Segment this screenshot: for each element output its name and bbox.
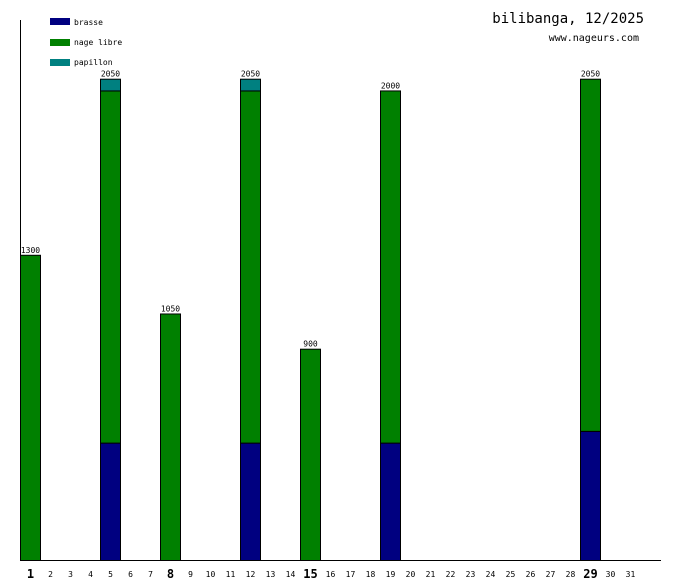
bar-segment-brasse-day-5 [100,442,121,562]
legend-item-brasse: brasse [50,18,103,27]
x-tick-label-day-13: 13 [266,570,276,579]
x-tick-label-day-24: 24 [486,570,496,579]
bar-segment-brasse-day-29 [580,430,601,561]
value-label-day-12: 2050 [241,70,260,79]
value-label-day-5: 2050 [101,70,120,79]
site-url: www.nageurs.com [549,33,639,44]
x-tick-label-day-26: 26 [526,570,536,579]
x-tick-label-day-11: 11 [226,570,236,579]
x-tick-label-day-19: 19 [386,570,396,579]
x-tick-labels-group: 1 2 3 4 5 6 7 8 9 10 11 12 13 14 15 16 17 18 19 20 21 22 23 24 2… [27,567,636,580]
x-tick-label-day-16: 16 [326,570,336,579]
x-tick-label-day-8: 8 [167,567,174,580]
bars-group [20,78,601,562]
x-tick-label-day-2: 2 [48,570,53,579]
value-label-day-15: 900 [303,340,318,349]
legend-label-brasse: brasse [74,18,103,27]
legend-label-papillon: papillon [74,58,113,67]
legend-item-nage-libre: nage libre [50,38,122,47]
x-tick-label-day-23: 23 [466,570,476,579]
value-label-day-19: 2000 [381,81,400,90]
chart-title: bilibanga, 12/2025 [492,11,644,27]
x-tick-label-day-9: 9 [188,570,193,579]
bar-segment-nage-libre-day-15 [300,348,321,561]
legend-label-nage-libre: nage libre [74,38,122,47]
x-tick-label-day-29: 29 [583,567,597,580]
x-tick-label-day-10: 10 [206,570,216,579]
bar-segment-nage-libre-day-19 [380,90,401,444]
x-tick-label-day-31: 31 [626,570,636,579]
x-tick-label-day-21: 21 [426,570,436,579]
value-label-day-8: 1050 [161,304,180,313]
legend-swatch-brasse [50,18,70,25]
value-labels-group: 1300 2050 1050 2050 900 2000 2050 [21,70,600,349]
x-tick-label-day-14: 14 [286,570,296,579]
x-tick-label-day-20: 20 [406,570,416,579]
x-tick-label-day-6: 6 [128,570,133,579]
bar-segment-nage-libre-day-1 [20,254,41,561]
legend-swatch-papillon [50,59,70,66]
bar-segment-brasse-day-19 [380,442,401,562]
bar-segment-brasse-day-12 [240,442,261,562]
x-tick-label-day-3: 3 [68,570,73,579]
x-tick-label-day-15: 15 [303,567,317,580]
x-tick-label-day-27: 27 [546,570,556,579]
legend-swatch-nage-libre [50,39,70,46]
bar-segment-nage-libre-day-29 [580,78,601,432]
x-tick-label-day-7: 7 [148,570,153,579]
x-tick-label-day-25: 25 [506,570,516,579]
value-label-day-29: 2050 [581,70,600,79]
bar-segment-nage-libre-day-5 [100,90,121,444]
x-tick-label-day-5: 5 [108,570,113,579]
x-tick-label-day-18: 18 [366,570,376,579]
value-label-day-1: 1300 [21,246,40,255]
bar-segment-papillon-day-5 [100,78,121,92]
legend-item-papillon: papillon [50,58,113,67]
bar-segment-nage-libre-day-12 [240,90,261,444]
x-tick-label-day-12: 12 [246,570,256,579]
x-tick-label-day-28: 28 [566,570,576,579]
legend: brasse nage libre papillon [50,18,122,67]
bar-segment-papillon-day-12 [240,78,261,92]
bar-segment-nage-libre-day-8 [160,313,181,562]
x-tick-label-day-17: 17 [346,570,356,579]
x-tick-label-day-1: 1 [27,567,34,580]
x-tick-label-day-22: 22 [446,570,456,579]
x-tick-label-day-4: 4 [88,570,93,579]
x-tick-label-day-30: 30 [606,570,616,579]
